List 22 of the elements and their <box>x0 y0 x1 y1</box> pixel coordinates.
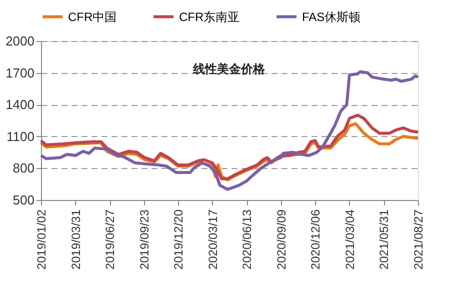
y-tick-label: 2000 <box>6 34 34 48</box>
x-tick-label: 2019/01/02 <box>34 209 48 270</box>
x-tick-label: 2020/03/17 <box>206 209 220 270</box>
annotation: 线性美金价格 <box>192 62 266 76</box>
x-tick-label: 2020/06/13 <box>240 209 254 270</box>
x-tick-label: 2019/09/23 <box>137 209 152 270</box>
legend-label: CFR中国 <box>68 10 117 24</box>
x-tick-label: 2020/12/06 <box>308 209 323 270</box>
legend-label: CFR东南亚 <box>179 10 240 24</box>
y-tick-label: 500 <box>12 192 34 208</box>
x-tick-label: 2021/05/31 <box>377 209 392 270</box>
x-tick-label: 2019/12/20 <box>172 209 186 270</box>
x-tick-label: 2019/03/31 <box>68 209 83 270</box>
x-tick-label: 2021/03/04 <box>342 209 357 270</box>
legend-label: FAS休斯顿 <box>302 10 361 24</box>
x-tick-label: 2020/09/09 <box>274 209 288 270</box>
y-tick-label: 1100 <box>6 128 34 144</box>
y-tick-label: 800 <box>12 160 34 176</box>
y-tick-label: 1400 <box>6 97 34 112</box>
y-tick-label: 1700 <box>6 65 34 80</box>
x-tick-label: 2021/08/27 <box>412 209 426 270</box>
x-tick-label: 2019/06/27 <box>103 209 118 270</box>
